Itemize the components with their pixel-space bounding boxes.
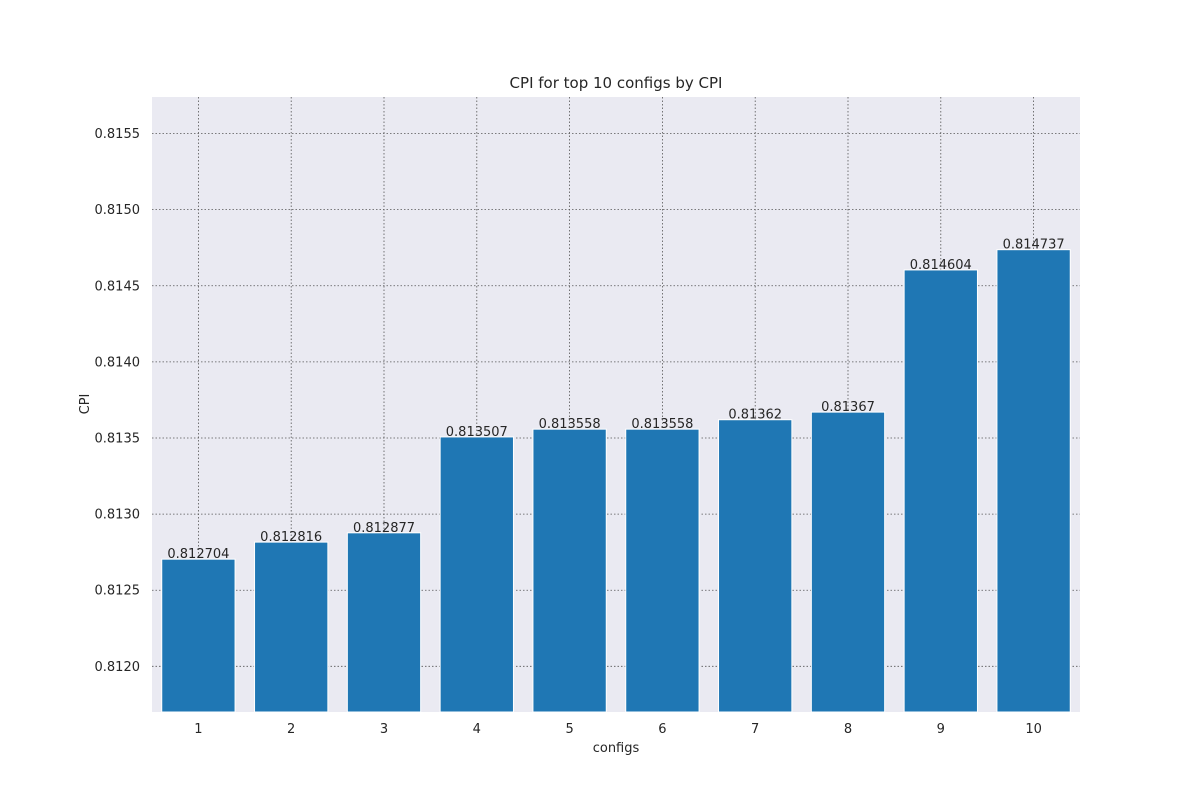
x-tick-label: 5 — [565, 722, 573, 737]
bar — [346, 532, 422, 713]
x-axis-ticks: 1 2 3 4 5 6 7 8 9 10 — [194, 722, 1042, 737]
y-tick-label: 0.8155 — [95, 127, 141, 142]
y-axis-title: CPI — [78, 394, 93, 415]
bar — [625, 428, 700, 713]
bars — [161, 249, 1071, 713]
x-tick-label: 7 — [751, 722, 759, 737]
bar-value-label: 0.812704 — [167, 547, 229, 562]
y-tick-label: 0.8135 — [95, 431, 141, 446]
x-tick-label: 10 — [1025, 722, 1042, 737]
bar-value-label: 0.813558 — [539, 417, 601, 432]
x-tick-label: 6 — [658, 722, 666, 737]
bar-value-label: 0.813507 — [446, 425, 508, 440]
y-tick-label: 0.8120 — [95, 660, 141, 675]
y-tick-label: 0.8130 — [95, 508, 141, 523]
bar-value-label: 0.814604 — [910, 258, 972, 273]
bar — [718, 419, 793, 713]
bar-value-label: 0.812816 — [260, 530, 322, 545]
y-tick-label: 0.8140 — [95, 355, 141, 370]
bar-value-label: 0.81367 — [821, 400, 875, 415]
x-tick-label: 4 — [473, 722, 481, 737]
bar — [532, 428, 607, 713]
x-tick-label: 9 — [937, 722, 945, 737]
bar — [996, 249, 1071, 713]
bar — [810, 411, 886, 713]
x-tick-label: 8 — [844, 722, 852, 737]
y-tick-label: 0.8150 — [95, 203, 141, 218]
bar-value-label: 0.81362 — [728, 408, 782, 423]
data-labels: 0.812704 0.812816 0.812877 0.813507 0.813558… — [167, 238, 1064, 562]
bar-value-label: 0.812877 — [353, 521, 415, 536]
x-tick-label: 1 — [194, 722, 202, 737]
bar-value-label: 0.814737 — [1003, 238, 1065, 253]
bar — [439, 436, 514, 713]
bar — [254, 541, 329, 713]
bar — [903, 269, 978, 713]
x-axis-title: configs — [593, 741, 640, 756]
y-tick-label: 0.8125 — [95, 584, 141, 599]
bar — [161, 558, 236, 713]
x-tick-label: 3 — [380, 722, 388, 737]
y-axis-ticks: 0.8120 0.8125 0.8130 0.8135 0.8140 0.8145 0.81… — [95, 127, 141, 675]
y-tick-label: 0.8145 — [95, 279, 141, 294]
chart-title: CPI for top 10 configs by CPI — [510, 74, 723, 92]
bar-value-label: 0.813558 — [631, 417, 693, 432]
x-tick-label: 2 — [287, 722, 295, 737]
